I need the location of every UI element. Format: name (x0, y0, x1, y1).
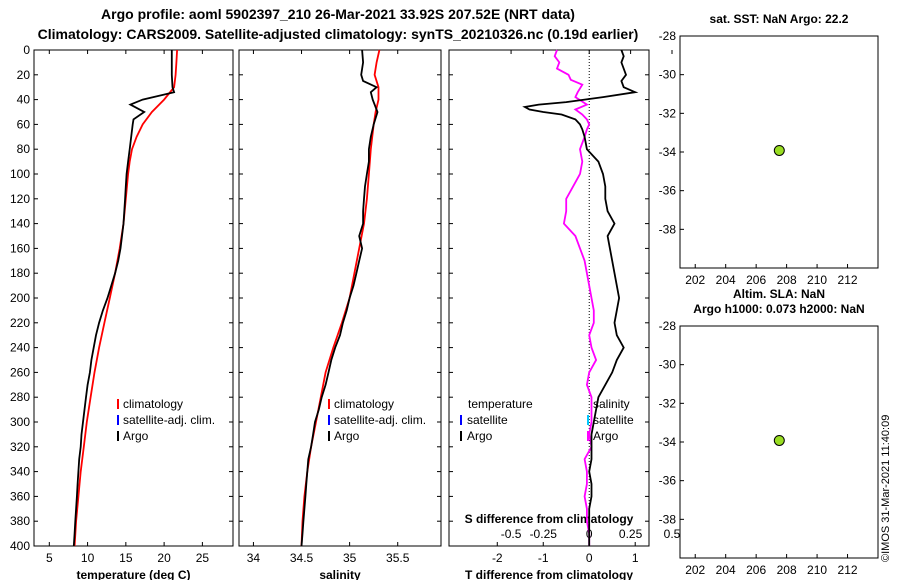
legend-entry: climatology (123, 397, 183, 411)
x-tick-label: 212 (838, 563, 858, 577)
x-tick-label: 15 (119, 551, 133, 565)
y-tick-label: 20 (17, 68, 31, 82)
y-tick-label: -38 (659, 222, 677, 236)
y-tick-label: 300 (10, 415, 30, 429)
s-tick-label: -0.25 (530, 527, 558, 541)
s-tick-label: 0.5 (664, 527, 681, 541)
legend-entry: Argo (123, 429, 149, 443)
climatology-temperature-line (73, 49, 178, 547)
y-tick-label: -28 (659, 29, 677, 43)
x-tick-label: 20 (157, 551, 171, 565)
salinity-panel: 34 34.5 35 35.5 salinity climatology satellite… (238, 49, 442, 580)
y-tick-label: -30 (659, 358, 677, 372)
y-tick-label: 380 (10, 514, 30, 528)
y-tick-label: 0 (23, 43, 30, 57)
s-tick-label: 0.25 (619, 527, 643, 541)
y-tick-label: 160 (10, 241, 30, 255)
y-tick-label: -38 (659, 512, 677, 526)
y-tick-label: 360 (10, 489, 30, 503)
y-tick-label: 240 (10, 341, 30, 355)
x-tick-label: 34 (247, 551, 261, 565)
y-tick-label: 180 (10, 266, 30, 280)
x-tick-label: 202 (685, 273, 705, 287)
x-tick-label: 202 (685, 563, 705, 577)
x-axis-label: temperature (deg C) (76, 568, 190, 580)
title-line-2: Climatology: CARS2009. Satellite-adjuste… (38, 26, 639, 42)
temperature-panel: 0 20 40 60 80 100 120 140 160 180 200 220 240 260 280 3… (10, 43, 234, 580)
legend-entry: Argo (467, 429, 493, 443)
x-tick-label: 204 (716, 563, 736, 577)
x-tick-label: 210 (807, 273, 827, 287)
legend-entry: Argo (593, 429, 619, 443)
x-axis-label: salinity (319, 568, 361, 580)
s-tick-label: -0.5 (501, 527, 522, 541)
legend-title-temperature: temperature (468, 397, 533, 411)
y-tick-label: 140 (10, 217, 30, 231)
legend-entry: Argo (334, 429, 360, 443)
y-tick-label: -32 (659, 106, 677, 120)
legend-title-salinity: salinity (593, 397, 630, 411)
x-tick-label: 212 (838, 273, 858, 287)
y-tick-label: -36 (659, 474, 677, 488)
map-title: Altim. SLA: NaN (733, 287, 825, 301)
y-tick-label: -30 (659, 68, 677, 82)
x-tick-label: 5 (46, 551, 53, 565)
map-title: sat. SST: NaN Argo: 22.2 (710, 12, 849, 26)
y-tick-label: 120 (10, 192, 30, 206)
x-tick-label: 208 (777, 563, 797, 577)
x-axis-label: T difference from climatology (465, 568, 633, 580)
x-tick-label: 35 (343, 551, 357, 565)
imos-timestamp: ©IMOS 31-Mar-2021 11:40:09 (880, 414, 892, 562)
sla-map-panel: 202 204 206 208 210 212 -28 -30 -32 -34 -36 -38 Alti… (659, 287, 879, 577)
y-tick-label: 80 (17, 142, 31, 156)
x-tick-label: -1 (538, 551, 549, 565)
s-axis-label: S difference from climatology (465, 512, 634, 526)
argo-salinity-line (300, 49, 379, 547)
y-tick-label: 340 (10, 465, 30, 479)
difference-panel: -2 -1 0 1-0.5 -0.25 0 0.25 0.5S difference from… (448, 49, 681, 580)
x-tick-label: 1 (632, 551, 639, 565)
y-tick-label: 100 (10, 167, 30, 181)
plot-frame (238, 49, 442, 547)
x-tick-label: 10 (81, 551, 95, 565)
y-tick-label: 400 (10, 539, 30, 553)
y-tick-label: -34 (659, 145, 677, 159)
x-tick-label: 206 (746, 563, 766, 577)
float-position-marker (773, 144, 785, 156)
x-tick-label: 210 (807, 563, 827, 577)
x-tick-label: 208 (777, 273, 797, 287)
y-tick-label: 200 (10, 291, 30, 305)
legend-entry: climatology (334, 397, 394, 411)
y-tick-label: 40 (17, 93, 31, 107)
x-tick-label: -2 (492, 551, 503, 565)
legend-entry: satellite-adj. clim. (123, 413, 215, 427)
x-tick-label: 35.5 (386, 551, 410, 565)
legend-entry: satellite (593, 413, 634, 427)
legend-entry: satellite (467, 413, 508, 427)
t-difference-line (522, 49, 639, 546)
y-tick-label: -36 (659, 184, 677, 198)
y-tick-label: 320 (10, 440, 30, 454)
title-line-1: Argo profile: aoml 5902397_210 26-Mar-20… (101, 6, 575, 22)
x-tick-label: 206 (746, 273, 766, 287)
x-tick-label: 0 (586, 551, 593, 565)
y-tick-label: 280 (10, 390, 30, 404)
climatology-salinity-line (300, 49, 381, 547)
map-subtitle: Argo h1000: 0.073 h2000: NaN (693, 302, 864, 316)
x-tick-label: 34.5 (290, 551, 314, 565)
y-tick-label: -28 (659, 319, 677, 333)
y-tick-label: -34 (659, 435, 677, 449)
argo-temperature-line (72, 50, 176, 547)
y-tick-label: 60 (17, 117, 31, 131)
y-tick-label: 220 (10, 316, 30, 330)
sst-map-panel: 202 204 206 208 210 212 -28 -30 -32 -34 -36 -38 sat.… (659, 12, 879, 287)
x-tick-label: 204 (716, 273, 736, 287)
legend-entry: satellite-adj. clim. (334, 413, 426, 427)
float-position-marker (773, 434, 785, 446)
x-tick-label: 25 (196, 551, 210, 565)
y-tick-label: 260 (10, 365, 30, 379)
y-tick-label: -32 (659, 396, 677, 410)
